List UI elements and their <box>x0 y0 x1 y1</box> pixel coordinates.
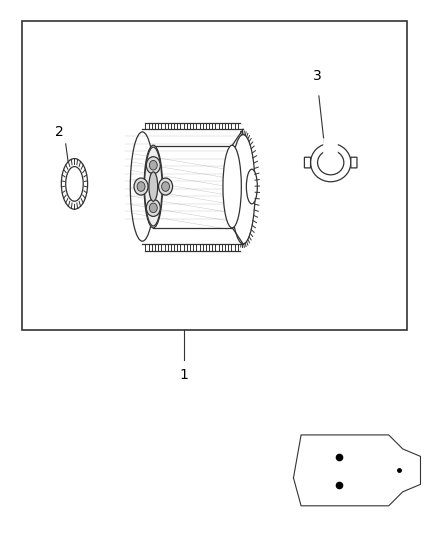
FancyBboxPatch shape <box>351 157 357 168</box>
Text: 3: 3 <box>313 69 322 83</box>
Ellipse shape <box>66 166 83 201</box>
Ellipse shape <box>131 132 154 241</box>
Circle shape <box>146 157 160 174</box>
Ellipse shape <box>144 145 162 228</box>
Bar <box>22 21 407 330</box>
Ellipse shape <box>149 172 158 201</box>
Circle shape <box>134 178 148 195</box>
Circle shape <box>159 178 173 195</box>
Text: 2: 2 <box>55 125 64 139</box>
FancyBboxPatch shape <box>304 157 311 168</box>
Circle shape <box>162 182 170 191</box>
Circle shape <box>149 160 157 170</box>
Ellipse shape <box>311 143 351 182</box>
Circle shape <box>149 203 157 213</box>
Circle shape <box>146 199 160 216</box>
Ellipse shape <box>145 147 162 226</box>
Ellipse shape <box>231 134 255 244</box>
Ellipse shape <box>318 150 344 175</box>
Ellipse shape <box>61 159 88 209</box>
Ellipse shape <box>246 169 258 204</box>
Ellipse shape <box>223 145 241 228</box>
Text: 1: 1 <box>180 368 188 382</box>
Bar <box>325 140 337 152</box>
Circle shape <box>137 182 145 191</box>
